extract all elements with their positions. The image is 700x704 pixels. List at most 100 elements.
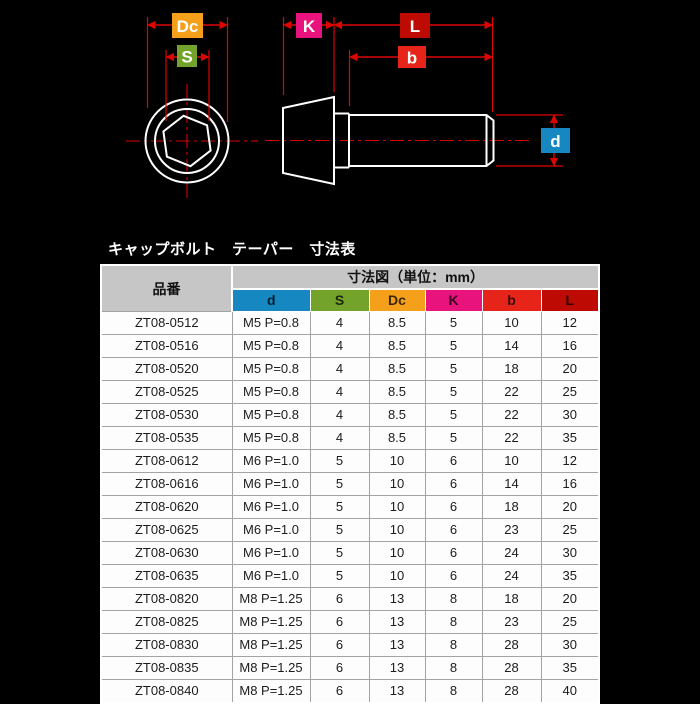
value-cell: 5 [309, 472, 370, 496]
value-cell: 35 [540, 564, 600, 588]
value-cell: M8 P=1.25 [231, 587, 311, 611]
value-cell: 14 [481, 472, 542, 496]
value-cell: 30 [540, 403, 600, 427]
dimension-d: d [496, 114, 570, 167]
column-header-d: d [231, 289, 311, 312]
value-cell: 28 [481, 656, 542, 680]
value-cell: M5 P=0.8 [231, 357, 311, 381]
value-cell: 5 [424, 403, 483, 427]
dimension-dc: Dc [146, 13, 229, 122]
table-row: ZT08-0612 M6 P=1.0 5 10 6 10 12 [100, 449, 600, 473]
value-cell: M6 P=1.0 [231, 518, 311, 542]
value-cell: 5 [424, 311, 483, 335]
value-cell: 10 [368, 472, 426, 496]
value-cell: 4 [309, 334, 370, 358]
value-cell: 30 [540, 633, 600, 657]
s-label: S [181, 48, 192, 67]
table-row: ZT08-0525 M5 P=0.8 4 8.5 5 22 25 [100, 380, 600, 404]
value-cell: 25 [540, 610, 600, 634]
part-number-cell: ZT08-0535 [100, 426, 233, 450]
table-title: キャップボルト テーパー 寸法表 [108, 241, 356, 258]
part-number-cell: ZT08-0512 [100, 311, 233, 335]
value-cell: 5 [424, 334, 483, 358]
value-cell: M6 P=1.0 [231, 472, 311, 496]
value-cell: 4 [309, 426, 370, 450]
dc-label-box [172, 13, 203, 38]
value-cell: 28 [481, 679, 542, 704]
value-cell: 5 [424, 357, 483, 381]
value-cell: 13 [368, 679, 426, 704]
value-cell: 20 [540, 495, 600, 519]
value-cell: 8 [424, 633, 483, 657]
value-cell: 22 [481, 426, 542, 450]
value-cell: 5 [309, 495, 370, 519]
value-cell: 4 [309, 357, 370, 381]
value-cell: 35 [540, 656, 600, 680]
value-cell: 30 [540, 541, 600, 565]
value-cell: 16 [540, 472, 600, 496]
value-cell: 8 [424, 587, 483, 611]
value-cell: 8 [424, 679, 483, 704]
value-cell: M8 P=1.25 [231, 679, 311, 704]
value-cell: 6 [424, 449, 483, 473]
value-cell: 4 [309, 403, 370, 427]
value-cell: 10 [368, 518, 426, 542]
table-row: ZT08-0635 M6 P=1.0 5 10 6 24 35 [100, 564, 600, 588]
value-cell: 25 [540, 518, 600, 542]
table-row: ZT08-0830 M8 P=1.25 6 13 8 28 30 [100, 633, 600, 657]
value-cell: 22 [481, 380, 542, 404]
dimension-b: b [348, 46, 493, 106]
column-header-S: S [309, 289, 370, 312]
value-cell: 8.5 [368, 403, 426, 427]
value-cell: M5 P=0.8 [231, 380, 311, 404]
part-number-cell: ZT08-0625 [100, 518, 233, 542]
value-cell: 6 [424, 541, 483, 565]
part-number-cell: ZT08-0525 [100, 380, 233, 404]
value-cell: 8.5 [368, 357, 426, 381]
value-cell: M8 P=1.25 [231, 656, 311, 680]
dc-extension-lines [146, 17, 229, 122]
value-cell: M6 P=1.0 [231, 564, 311, 588]
b-label: b [407, 49, 417, 68]
dimension-l: L [333, 13, 494, 112]
value-cell: M5 P=0.8 [231, 426, 311, 450]
value-cell: 8 [424, 610, 483, 634]
value-cell: 18 [481, 357, 542, 381]
head-outer-circle [144, 98, 230, 184]
dc-label: Dc [177, 17, 199, 36]
value-cell: 8.5 [368, 334, 426, 358]
table-row: ZT08-0535 M5 P=0.8 4 8.5 5 22 35 [100, 426, 600, 450]
value-cell: 25 [540, 380, 600, 404]
value-cell: 8.5 [368, 380, 426, 404]
value-cell: 5 [309, 449, 370, 473]
table-row: ZT08-0625 M6 P=1.0 5 10 6 23 25 [100, 518, 600, 542]
bolt-dimension-diagram: Dc S K L b d [126, 13, 570, 198]
value-cell: 6 [309, 610, 370, 634]
table-body: ZT08-0512 M5 P=0.8 4 8.5 5 10 12 ZT08-0516 M5 P=… [100, 311, 600, 704]
table-row: ZT08-0516 M5 P=0.8 4 8.5 5 14 16 [100, 334, 600, 358]
value-cell: 12 [540, 449, 600, 473]
value-cell: 20 [540, 587, 600, 611]
bolt-side-view [282, 95, 495, 186]
header-row-main: 品番 寸法図（単位：mm） [100, 264, 600, 312]
part-number-cell: ZT08-0635 [100, 564, 233, 588]
d-label: d [550, 132, 560, 151]
value-cell: 20 [540, 357, 600, 381]
value-cell: 10 [481, 449, 542, 473]
value-cell: 10 [368, 495, 426, 519]
value-cell: 6 [309, 656, 370, 680]
table-row: ZT08-0620 M6 P=1.0 5 10 6 18 20 [100, 495, 600, 519]
value-cell: 6 [309, 633, 370, 657]
part-number-cell: ZT08-0612 [100, 449, 233, 473]
value-cell: 13 [368, 610, 426, 634]
part-number-cell: ZT08-0820 [100, 587, 233, 611]
value-cell: 5 [424, 380, 483, 404]
s-label-box [177, 45, 197, 67]
value-cell: 5 [424, 426, 483, 450]
value-cell: 6 [424, 495, 483, 519]
part-number-cell: ZT08-0530 [100, 403, 233, 427]
l-label: L [410, 17, 420, 36]
value-cell: 8.5 [368, 426, 426, 450]
value-cell: 5 [309, 518, 370, 542]
